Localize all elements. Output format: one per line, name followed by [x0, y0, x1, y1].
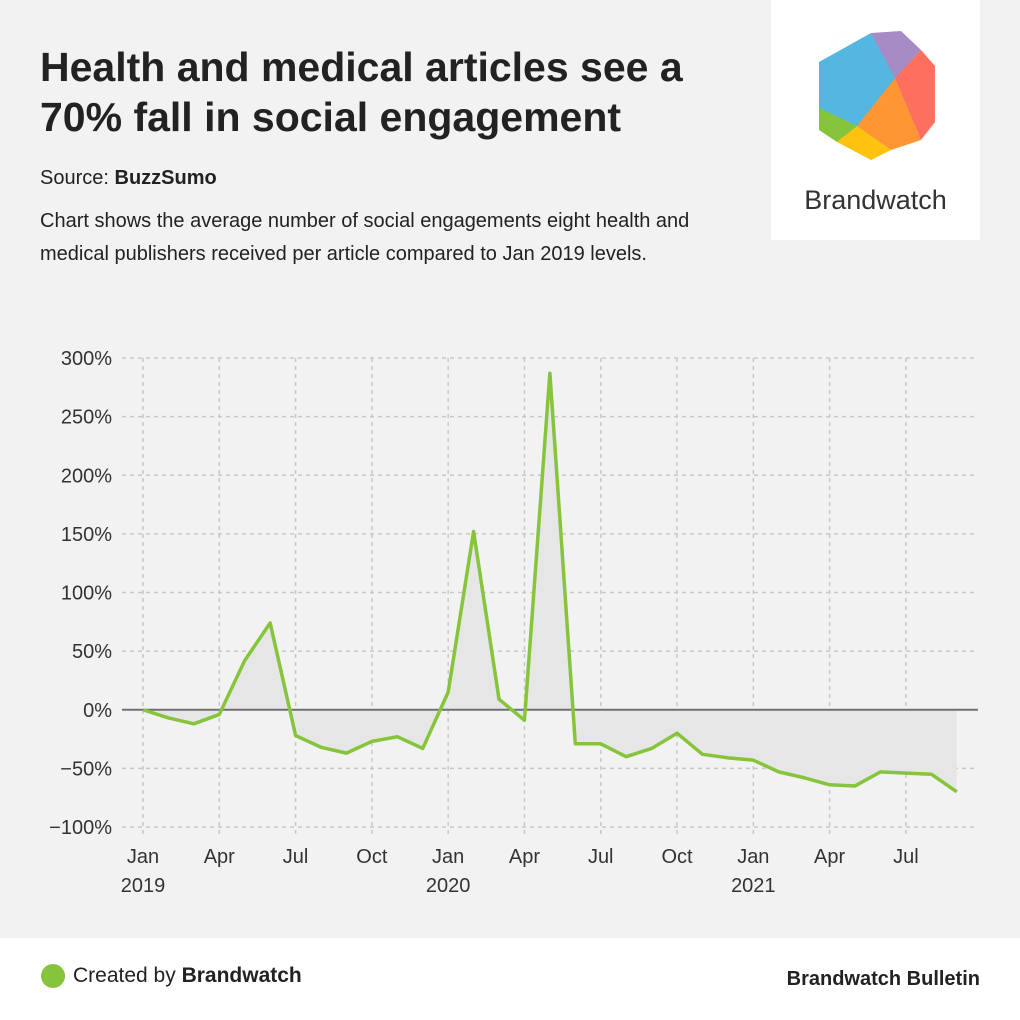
- created-by: Created by Brandwatch: [73, 964, 302, 988]
- x-tick-label: Jul: [283, 846, 309, 868]
- bulletin-label: Brandwatch Bulletin: [786, 968, 980, 990]
- x-tick-label: Apr: [509, 846, 540, 868]
- y-tick-label: 150%: [61, 524, 112, 546]
- source-label: Source:: [40, 167, 109, 189]
- x-tick-label: Jan: [432, 846, 464, 868]
- x-tick-year: 2020: [426, 875, 471, 897]
- x-tick-label: Oct: [661, 846, 693, 868]
- y-tick-label: −100%: [49, 817, 112, 839]
- x-tick-label: Apr: [204, 846, 235, 868]
- x-tick-year: 2019: [121, 875, 166, 897]
- brandwatch-hexagon-icon: [819, 31, 935, 160]
- y-tick-label: 50%: [72, 641, 112, 663]
- source-name: BuzzSumo: [114, 167, 217, 189]
- y-tick-label: 100%: [61, 583, 112, 605]
- green-dot-icon: [41, 964, 65, 988]
- page-title: Health and medical articles see a 70% fa…: [40, 44, 683, 140]
- y-tick-label: 200%: [61, 465, 112, 487]
- created-prefix: Created by: [73, 964, 182, 987]
- y-tick-label: 250%: [61, 407, 112, 429]
- created-brand: Brandwatch: [181, 964, 302, 987]
- x-tick-label: Jul: [588, 846, 614, 868]
- x-tick-label: Jan: [737, 846, 769, 868]
- logo-text: Brandwatch: [804, 185, 947, 215]
- x-tick-year: 2021: [731, 875, 776, 897]
- x-tick-label: Jan: [127, 846, 159, 868]
- source-line: Source: BuzzSumo: [40, 167, 217, 190]
- y-tick-label: 300%: [61, 348, 112, 370]
- footer: Created by Brandwatch Brandwatch Bulleti…: [0, 938, 1020, 1020]
- area-fill: [143, 373, 957, 792]
- x-tick-label: Apr: [814, 846, 845, 868]
- line-chart: 300% 250% 200% 150% 100% 50% 0% −50% −100% Jan 201…: [49, 348, 978, 897]
- y-tick-label: −50%: [60, 758, 112, 780]
- x-tick-label: Oct: [356, 846, 388, 868]
- chart-description: Chart shows the average number of social…: [40, 210, 690, 265]
- brandwatch-logo: Brandwatch: [771, 0, 980, 240]
- x-tick-label: Jul: [893, 846, 919, 868]
- y-tick-label: 0%: [83, 700, 112, 722]
